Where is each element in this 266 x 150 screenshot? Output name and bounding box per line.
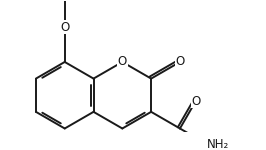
Text: O: O [175, 56, 185, 68]
Text: O: O [191, 95, 200, 108]
Text: O: O [60, 21, 69, 34]
Text: NH₂: NH₂ [207, 138, 230, 150]
Text: O: O [118, 56, 127, 68]
